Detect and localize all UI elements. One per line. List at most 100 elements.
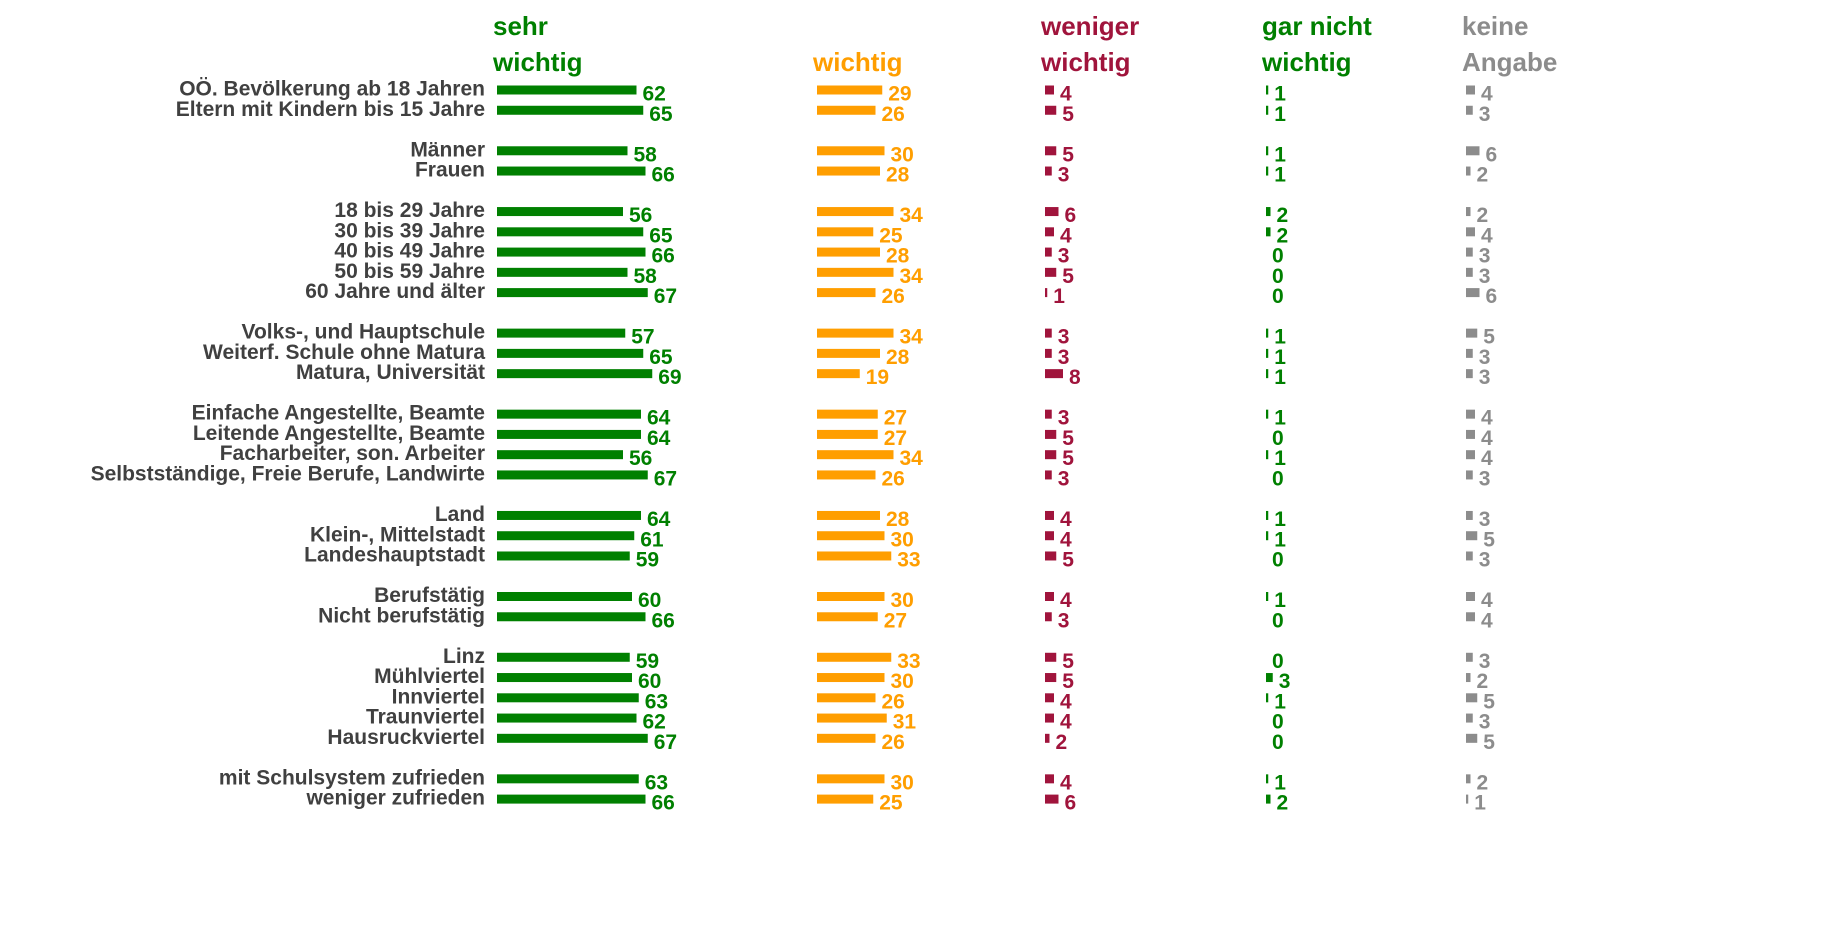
row-label: Innviertel [392, 685, 485, 708]
bar [817, 207, 894, 217]
value-label: 2 [1277, 204, 1289, 227]
bar [817, 105, 876, 115]
value-label: 62 [643, 711, 666, 734]
bar [497, 673, 632, 683]
bar [817, 227, 874, 237]
value-label: 28 [886, 346, 910, 369]
bar [1266, 409, 1269, 419]
bar [497, 733, 648, 743]
bar [497, 794, 646, 804]
bar [1466, 267, 1473, 277]
bar [817, 429, 878, 439]
value-label: 62 [643, 83, 666, 106]
bar [1266, 774, 1269, 784]
bar [1045, 105, 1057, 115]
bar [817, 774, 885, 784]
value-label: 1 [1274, 407, 1286, 430]
bar [1266, 227, 1271, 237]
bar [817, 267, 894, 277]
value-label: 30 [891, 528, 914, 551]
bar [497, 247, 646, 257]
bar [1466, 348, 1473, 358]
bar [817, 592, 885, 601]
value-label: 30 [891, 771, 914, 794]
row-label: Eltern mit Kindern bis 15 Jahre [176, 98, 485, 121]
row-label: Traunviertel [366, 706, 485, 729]
value-label: 19 [866, 366, 889, 389]
bar [497, 369, 653, 379]
value-label: 59 [636, 650, 659, 673]
value-label: 61 [640, 528, 664, 551]
bar [1466, 592, 1475, 601]
bar [497, 85, 637, 95]
value-label: 64 [647, 508, 671, 531]
value-label: 4 [1060, 589, 1072, 612]
bar [497, 774, 639, 784]
value-label: 59 [636, 549, 659, 572]
value-label: 0 [1272, 285, 1284, 308]
bar [1045, 450, 1057, 460]
value-label: 4 [1060, 771, 1072, 794]
value-label: 0 [1272, 265, 1284, 288]
value-label: 1 [1474, 792, 1486, 815]
value-label: 2 [1056, 731, 1068, 754]
value-label: 5 [1483, 690, 1495, 713]
bar [497, 207, 623, 217]
value-label: 3 [1479, 346, 1491, 369]
row-label: Nicht berufstätig [318, 604, 485, 627]
value-label: 1 [1274, 447, 1286, 470]
bar [497, 429, 641, 439]
row-label: 18 bis 29 Jahre [334, 199, 485, 222]
value-label: 1 [1274, 366, 1286, 389]
bar [817, 85, 883, 95]
row-label: Matura, Universität [296, 361, 485, 384]
column-header: sehr wichtig [493, 11, 583, 77]
bar [497, 652, 630, 662]
value-label: 3 [1479, 366, 1491, 389]
bar [1466, 328, 1478, 338]
value-label: 3 [1479, 265, 1491, 288]
value-label: 4 [1060, 711, 1072, 734]
bar [497, 693, 639, 703]
value-label: 25 [879, 792, 903, 815]
value-label: 0 [1272, 245, 1284, 268]
value-label: 34 [900, 326, 924, 349]
value-label: 3 [1058, 164, 1070, 187]
bar [497, 551, 630, 561]
value-label: 26 [882, 103, 905, 126]
row-label: Frauen [415, 159, 485, 182]
value-label: 3 [1479, 711, 1491, 734]
value-label: 1 [1274, 103, 1286, 126]
value-label: 4 [1060, 224, 1072, 247]
value-label: 34 [900, 204, 924, 227]
value-label: 67 [654, 285, 677, 308]
value-label: 1 [1274, 528, 1286, 551]
value-label: 4 [1060, 690, 1072, 713]
value-label: 34 [900, 265, 924, 288]
value-label: 3 [1479, 508, 1491, 531]
value-label: 34 [900, 447, 924, 470]
value-label: 3 [1479, 245, 1491, 268]
value-label: 25 [879, 224, 903, 247]
bar [1045, 713, 1054, 723]
bar [817, 288, 876, 298]
row-label: Klein-, Mittelstadt [310, 523, 485, 546]
value-label: 0 [1272, 609, 1284, 632]
value-label: 26 [882, 690, 905, 713]
bar [1045, 227, 1054, 237]
bar [1466, 713, 1473, 723]
value-label: 30 [891, 670, 914, 693]
value-label: 31 [893, 711, 917, 734]
bar [497, 713, 637, 723]
value-label: 60 [638, 670, 661, 693]
bar [817, 328, 894, 338]
value-label: 3 [1479, 650, 1491, 673]
bar [1266, 348, 1269, 358]
bar [1045, 592, 1054, 601]
value-label: 4 [1481, 609, 1493, 632]
column-header: weniger wichtig [1041, 11, 1140, 77]
value-label: 1 [1274, 690, 1286, 713]
bar [1045, 531, 1054, 541]
bar [497, 288, 648, 298]
